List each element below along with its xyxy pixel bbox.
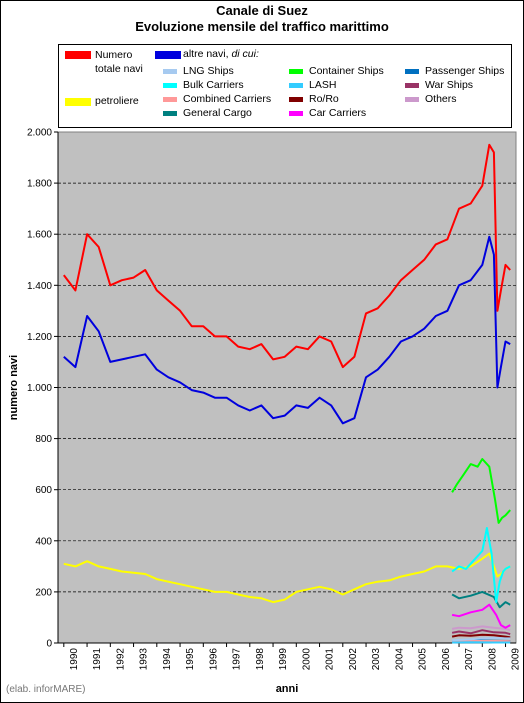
legend-label-combined: Combined Carriers [183,93,272,105]
chart-subtitle: Evoluzione mensile del traffico marittim… [135,19,389,34]
legend-label-altre-italic: di cui: [231,48,259,60]
legend: Numero totale navi altre navi, di cui: p… [58,44,512,128]
legend-swatch-altre [155,51,181,59]
legend-label-car: Car Carriers [309,107,367,119]
legend-swatch-car [289,111,303,116]
legend-label-roro: Ro/Ro [309,93,339,105]
legend-swatch-petroliere [65,98,91,106]
legend-label-container: Container Ships [309,65,384,77]
legend-label-total: Numero totale navi [95,49,143,75]
legend-label-general: General Cargo [183,107,252,119]
legend-label-petroliere: petroliere [95,95,139,107]
legend-swatch-total [65,51,91,59]
legend-swatch-container [289,69,303,74]
legend-swatch-others [405,97,419,102]
legend-swatch-general [163,111,177,116]
legend-swatch-bulk [163,83,177,88]
legend-swatch-combined [163,97,177,102]
legend-label-lash: LASH [309,79,337,91]
legend-swatch-lash [289,83,303,88]
legend-swatch-roro [289,97,303,102]
legend-label-passenger: Passenger Ships [425,65,505,77]
legend-swatch-passenger [405,69,419,74]
chart-title: Canale di Suez [216,3,308,18]
credit-note: (elab. inforMARE) [6,684,86,695]
legend-swatch-lng [163,69,177,74]
legend-label-war: War Ships [425,79,474,91]
legend-label-bulk: Bulk Carriers [183,79,244,91]
legend-label-altre: altre navi, di cui: [183,48,259,60]
legend-label-lng: LNG Ships [183,65,234,77]
legend-label-altre-prefix: altre navi, [183,48,229,60]
legend-label-others: Others [425,93,457,105]
legend-swatch-war [405,83,419,88]
